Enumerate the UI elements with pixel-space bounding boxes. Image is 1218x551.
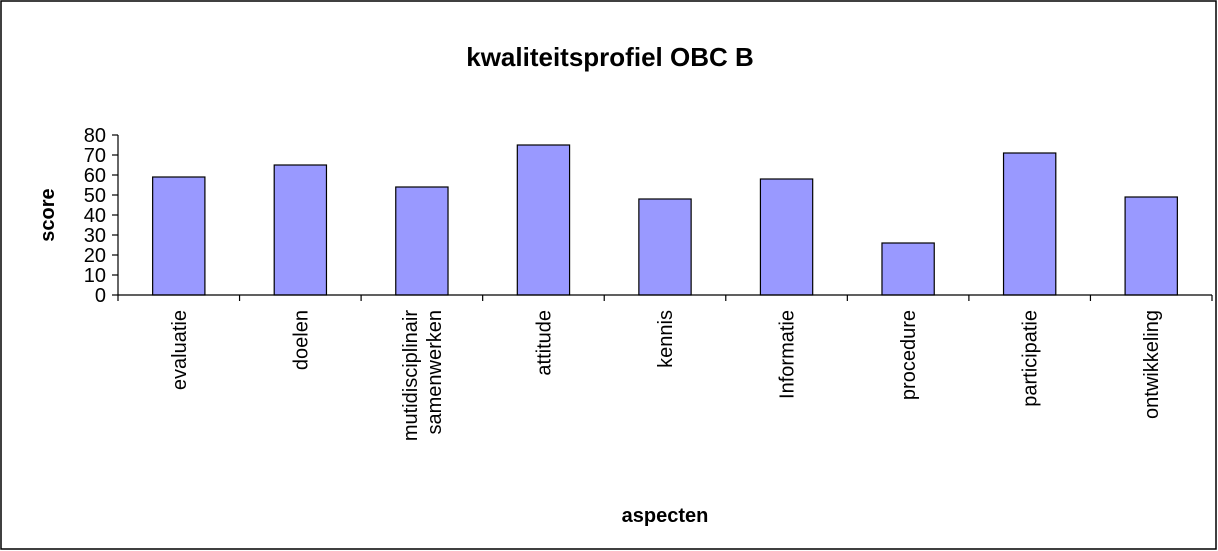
bar [759,178,814,296]
y-tick-label: 50 [84,185,106,207]
x-tick-label: participatie [1020,310,1042,407]
x-tick-label: procedure [898,310,920,400]
y-tick-label: 10 [84,265,106,287]
x-tick-label: Informatie [777,310,799,399]
x-axis-label: aspecten [622,505,709,527]
bar [152,176,206,296]
bar [395,186,449,296]
bar [273,164,328,296]
bar [1002,152,1057,296]
x-tick-label: doelen [290,310,312,370]
y-tick-label: 40 [84,205,106,227]
y-tick-label: 20 [84,245,106,267]
bar [516,144,571,296]
y-tick-label: 70 [84,145,106,167]
bar [638,198,692,296]
y-axis-label: score [37,188,59,241]
y-tick-label: 80 [84,125,106,147]
y-tick-label: 0 [95,285,106,307]
y-tick-label: 60 [84,165,106,187]
bar [1124,196,1178,296]
y-tick-label: 30 [84,225,106,247]
x-tick-label: mutidisciplinair samenwerken [400,310,446,441]
bar [881,242,935,296]
x-tick-label: ontwikkeling [1141,310,1163,419]
x-tick-label: evaluatie [169,310,191,390]
x-tick-label: kennis [655,310,677,368]
x-tick-label: attitude [533,310,555,376]
chart-title: kwaliteitsprofiel OBC B [466,42,754,72]
